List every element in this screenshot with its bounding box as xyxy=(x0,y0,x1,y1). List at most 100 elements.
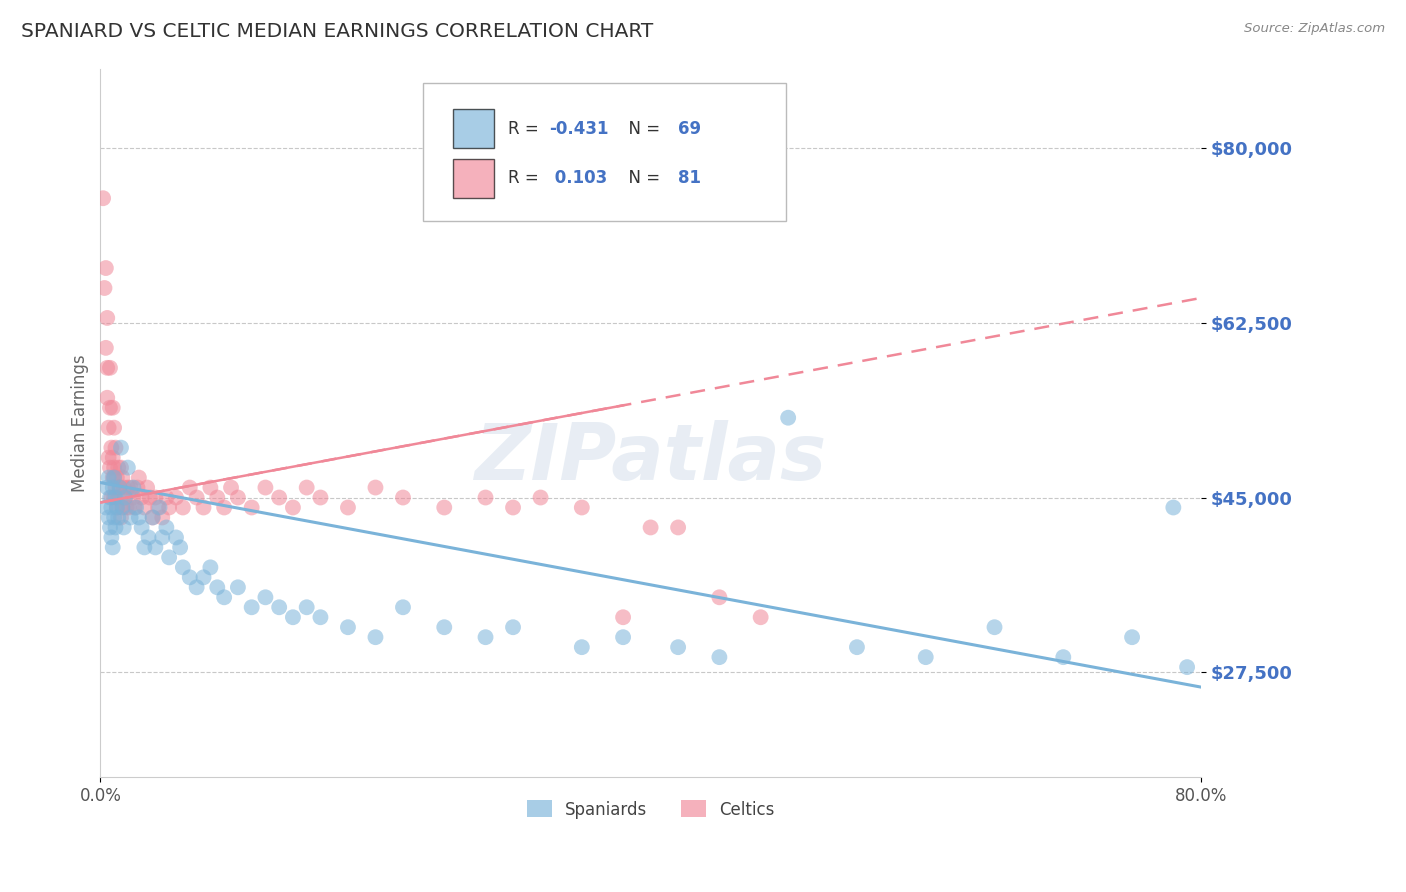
Point xyxy=(97,450,120,465)
Point xyxy=(157,550,180,565)
Point xyxy=(336,620,359,634)
Point xyxy=(474,491,496,505)
Point xyxy=(212,500,235,515)
Point xyxy=(98,460,121,475)
Point xyxy=(94,341,117,355)
Point xyxy=(193,570,215,584)
Point xyxy=(179,570,201,584)
Point xyxy=(111,500,134,515)
Point xyxy=(295,481,318,495)
Point xyxy=(107,510,129,524)
Point xyxy=(502,500,524,515)
Point xyxy=(157,500,180,515)
Point xyxy=(145,541,167,555)
Point xyxy=(100,441,122,455)
Point xyxy=(200,560,222,574)
Point xyxy=(502,620,524,634)
Point xyxy=(100,491,122,505)
Point xyxy=(97,510,120,524)
Point xyxy=(111,500,134,515)
Point xyxy=(94,500,117,515)
Point xyxy=(114,491,136,505)
Point xyxy=(155,520,177,534)
Point xyxy=(529,491,551,505)
Point xyxy=(128,510,150,524)
Point xyxy=(309,491,332,505)
Point xyxy=(295,600,318,615)
Y-axis label: Median Earnings: Median Earnings xyxy=(72,354,89,491)
Point xyxy=(179,481,201,495)
Point xyxy=(101,401,124,415)
Point xyxy=(666,520,689,534)
Point xyxy=(100,500,122,515)
Point xyxy=(107,491,129,505)
Point xyxy=(150,530,173,544)
Point xyxy=(165,530,187,544)
Point xyxy=(612,610,634,624)
Point xyxy=(1175,660,1198,674)
Point xyxy=(364,481,387,495)
Point xyxy=(110,460,132,475)
Point xyxy=(97,420,120,434)
Point xyxy=(709,650,731,665)
Point xyxy=(94,261,117,276)
Point xyxy=(104,441,127,455)
Point xyxy=(120,481,142,495)
Point xyxy=(98,491,121,505)
Point xyxy=(666,640,689,655)
Point xyxy=(131,520,153,534)
Text: 0.103: 0.103 xyxy=(550,169,607,187)
Point xyxy=(101,541,124,555)
Point xyxy=(1121,630,1143,644)
Text: ZIPatlas: ZIPatlas xyxy=(474,420,827,496)
Point xyxy=(91,191,114,205)
Point xyxy=(124,500,146,515)
Point xyxy=(110,441,132,455)
Point xyxy=(845,640,868,655)
Text: -0.431: -0.431 xyxy=(550,120,609,137)
Point xyxy=(115,500,138,515)
Point xyxy=(98,360,121,375)
Point xyxy=(172,500,194,515)
Point xyxy=(97,470,120,484)
Point xyxy=(125,500,148,515)
Point xyxy=(364,630,387,644)
Point xyxy=(219,481,242,495)
Text: Source: ZipAtlas.com: Source: ZipAtlas.com xyxy=(1244,22,1385,36)
Point xyxy=(138,530,160,544)
Point xyxy=(105,500,128,515)
Point xyxy=(612,630,634,644)
Text: 69: 69 xyxy=(678,120,702,137)
Point xyxy=(105,470,128,484)
Point xyxy=(103,470,125,484)
Point xyxy=(474,630,496,644)
Point xyxy=(640,520,662,534)
Point xyxy=(914,650,936,665)
Point xyxy=(226,491,249,505)
Point xyxy=(749,610,772,624)
Point xyxy=(107,460,129,475)
Point xyxy=(100,530,122,544)
Point xyxy=(101,470,124,484)
Point xyxy=(105,500,128,515)
Point xyxy=(269,600,291,615)
Point xyxy=(983,620,1005,634)
Point xyxy=(146,500,169,515)
Point xyxy=(207,491,229,505)
Point xyxy=(433,620,456,634)
Point xyxy=(101,481,124,495)
Point xyxy=(117,481,139,495)
Point xyxy=(336,500,359,515)
FancyBboxPatch shape xyxy=(423,83,786,221)
Point xyxy=(96,360,118,375)
Text: R =: R = xyxy=(508,120,544,137)
Point xyxy=(186,580,208,594)
Point xyxy=(118,500,141,515)
Point xyxy=(254,481,277,495)
Point xyxy=(212,591,235,605)
Point xyxy=(122,481,145,495)
Point xyxy=(309,610,332,624)
Point xyxy=(207,580,229,594)
Text: SPANIARD VS CELTIC MEDIAN EARNINGS CORRELATION CHART: SPANIARD VS CELTIC MEDIAN EARNINGS CORRE… xyxy=(21,22,654,41)
Point xyxy=(136,481,159,495)
